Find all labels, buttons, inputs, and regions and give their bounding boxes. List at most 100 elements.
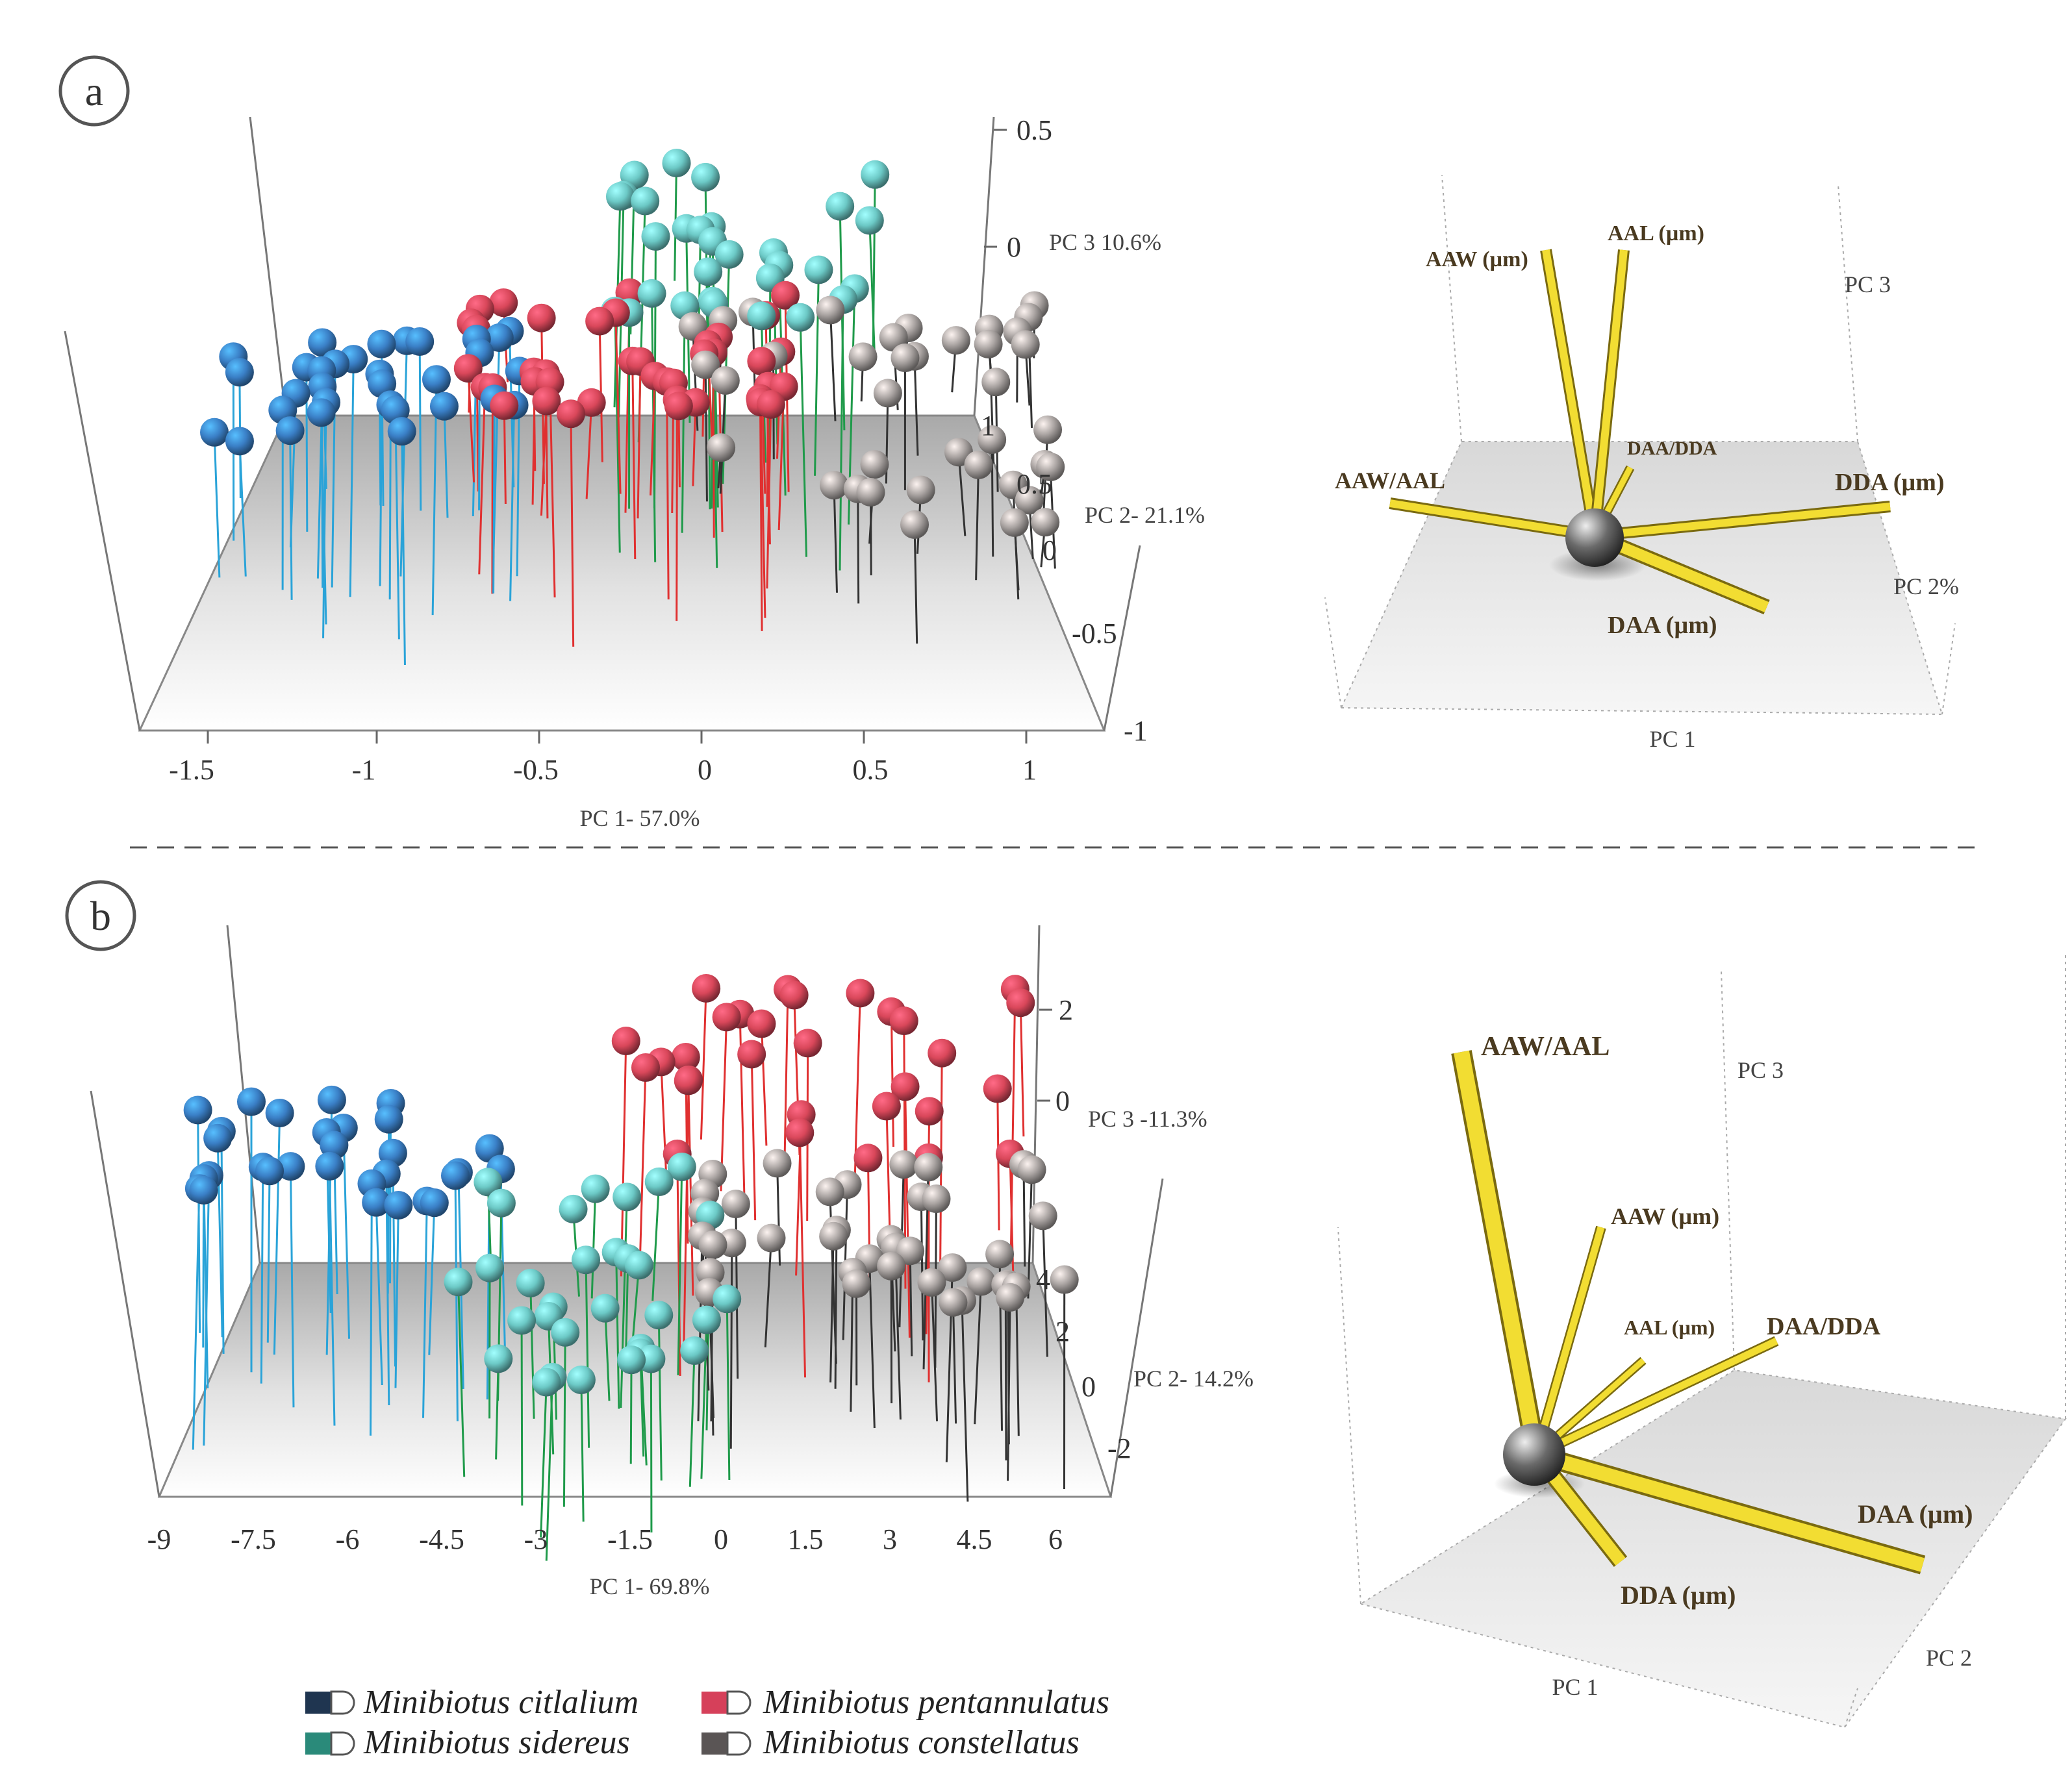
legend-item: Minibiotus citlalium: [305, 1684, 638, 1721]
data-point: [860, 450, 889, 479]
point-stem: [1007, 1297, 1011, 1481]
data-point: [747, 301, 776, 331]
loadings-b-origin: [1503, 1423, 1565, 1486]
data-point: [507, 1306, 537, 1335]
data-point: [853, 1144, 883, 1173]
svg-text:Minibiotus constellatus: Minibiotus constellatus: [763, 1724, 1080, 1761]
data-point: [1011, 330, 1040, 359]
point-stem: [704, 364, 708, 502]
data-point: [872, 1092, 901, 1121]
data-point: [779, 981, 809, 1010]
data-point: [590, 1294, 620, 1323]
data-point: [981, 368, 1011, 397]
b-x-tick: 3: [883, 1523, 897, 1555]
point-stem: [394, 1205, 399, 1388]
data-point: [786, 303, 815, 332]
data-point: [641, 222, 670, 251]
data-point: [236, 1087, 266, 1116]
data-point: [203, 1123, 233, 1153]
data-point: [692, 973, 721, 1003]
data-point: [757, 1223, 786, 1253]
loadings-b-frame: [1337, 955, 2067, 1729]
b-z-tick: 0: [1055, 1085, 1070, 1117]
loading-label: DAA (µm): [1608, 612, 1717, 639]
data-point: [694, 257, 723, 286]
data-point: [674, 1066, 703, 1095]
point-stem: [273, 1112, 281, 1355]
point-stem: [1027, 1169, 1033, 1299]
b-x-tick: 1.5: [788, 1523, 824, 1555]
data-point: [848, 342, 878, 371]
data-point: [815, 1177, 844, 1207]
point-stem: [974, 1281, 982, 1425]
loading-arrow: [1589, 249, 1630, 536]
svg-text:Minibiotus citlalium: Minibiotus citlalium: [363, 1684, 638, 1721]
data-point: [440, 1161, 470, 1190]
data-point: [617, 1345, 646, 1375]
a-y-tick: -1: [1124, 715, 1148, 747]
data-point: [581, 1174, 610, 1203]
data-point: [819, 1221, 848, 1251]
loadings-a-axis-pc2: PC 2%: [1893, 573, 1959, 599]
point-stem: [975, 464, 979, 581]
point-stem: [580, 1379, 585, 1522]
data-point: [756, 390, 785, 419]
data-point: [763, 1149, 792, 1178]
data-point: [826, 192, 855, 221]
loading-label: AAW/AAL: [1335, 468, 1445, 494]
point-stem: [202, 1190, 205, 1348]
point-stem: [503, 405, 507, 505]
point-stem: [545, 1377, 554, 1561]
point-stem: [759, 402, 766, 618]
point-stem: [760, 1023, 768, 1146]
point-stem: [369, 1183, 373, 1436]
point-stem: [930, 1282, 939, 1421]
data-point: [785, 1118, 815, 1147]
a-x-tick: 1: [1022, 754, 1037, 786]
point-stem: [392, 1153, 397, 1367]
point-stem: [798, 1132, 807, 1378]
point-stem: [1015, 1286, 1020, 1436]
point-stem: [991, 440, 994, 557]
point-stem: [328, 1166, 336, 1426]
data-point: [631, 186, 660, 216]
data-point: [1000, 508, 1029, 537]
point-stem: [913, 524, 918, 644]
loadings-a-axis-pc1: PC 1: [1649, 726, 1695, 752]
point-stem: [509, 405, 516, 601]
point-stem: [657, 1315, 663, 1481]
data-point: [928, 1038, 957, 1068]
data-point: [527, 303, 556, 332]
a-z-tick: 0.5: [1017, 114, 1052, 146]
loading-label: AAL (µm): [1624, 1316, 1715, 1339]
point-stem: [540, 401, 548, 516]
b-x-tick: -4.5: [419, 1523, 464, 1555]
data-point: [680, 1336, 709, 1365]
data-point: [613, 1182, 642, 1212]
data-point: [429, 392, 459, 421]
b-x-tick: -7.5: [231, 1523, 276, 1555]
data-point: [225, 427, 254, 456]
b-y-tick: 2: [1055, 1316, 1070, 1347]
legend: Minibiotus citlalium Minibiotus pentannu…: [305, 1684, 1109, 1761]
b-z-label: PC 3 -11.3%: [1088, 1106, 1207, 1132]
a-y-label: PC 2- 21.1%: [1085, 502, 1205, 528]
data-point: [362, 1188, 391, 1217]
point-stem: [192, 1188, 201, 1450]
data-point: [855, 206, 884, 235]
data-point: [985, 1240, 1015, 1269]
data-point: [307, 398, 336, 427]
a-x-tick: -1: [352, 754, 376, 786]
data-point: [644, 1167, 674, 1196]
data-point: [484, 1344, 513, 1373]
data-point: [707, 433, 736, 462]
point-stem: [834, 1230, 838, 1389]
loading-label: AAL (µm): [1608, 221, 1704, 245]
data-point: [938, 1253, 967, 1282]
point-stem: [783, 989, 789, 1168]
point-stem: [687, 1081, 694, 1296]
loadings-b-axis-pc3: PC 3: [1737, 1057, 1784, 1083]
point-stem: [478, 387, 486, 575]
a-y-tick: -0.5: [1072, 618, 1117, 649]
data-point: [559, 1194, 588, 1223]
